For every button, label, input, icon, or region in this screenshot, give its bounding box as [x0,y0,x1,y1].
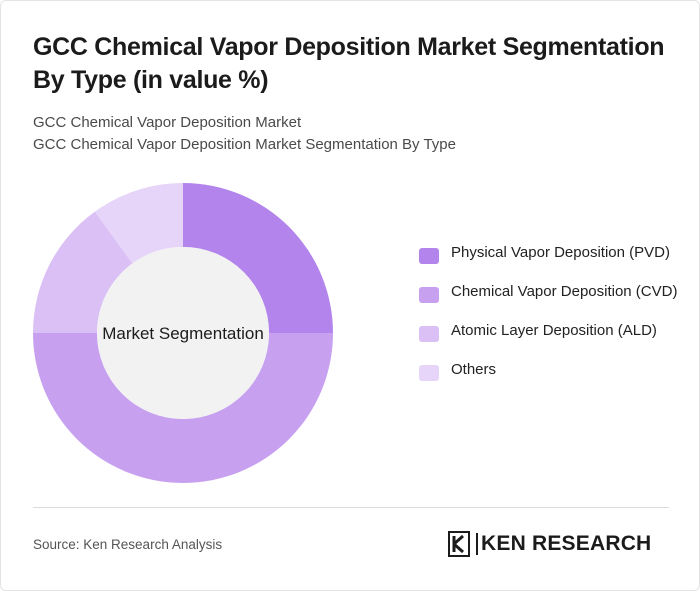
legend-item-chemical-vapor-deposition-cvd: Chemical Vapor Deposition (CVD) [419,281,689,303]
footer-divider [33,507,669,508]
legend-item-physical-vapor-deposition-pvd: Physical Vapor Deposition (PVD) [419,242,689,264]
legend-item-others: Others [419,359,689,381]
logo-separator [476,533,478,555]
donut-slice-chemical-vapor-deposition-cvd [33,333,333,483]
legend-swatch [419,248,439,264]
ken-research-logo-mark-icon [448,531,470,557]
legend-label: Chemical Vapor Deposition (CVD) [451,283,678,300]
legend-label: Atomic Layer Deposition (ALD) [451,322,657,339]
ken-research-logo: KEN RESEARCH [448,531,673,557]
logo-text: KEN RESEARCH [481,532,652,555]
legend-swatch [419,365,439,381]
donut-slice-atomic-layer-deposition-ald [33,211,133,333]
donut-slice-others [94,183,183,264]
legend-label: Others [451,361,497,378]
chart-subtitle-segmentation: GCC Chemical Vapor Deposition Market Seg… [33,136,456,153]
legend-swatch [419,287,439,303]
chart-subtitle-market: GCC Chemical Vapor Deposition Market [33,114,302,131]
donut-chart: Market Segmentation [33,183,333,483]
donut-center [97,247,269,419]
legend-swatch [419,326,439,342]
chart-legend: Physical Vapor Deposition (PVD) Chemical … [419,242,689,381]
legend-item-atomic-layer-deposition-ald: Atomic Layer Deposition (ALD) [419,320,689,342]
legend-label: Physical Vapor Deposition (PVD) [451,244,670,261]
chart-title: GCC Chemical Vapor Deposition Market Seg… [33,33,665,94]
donut-slice-physical-vapor-deposition-pvd [183,183,333,333]
source-note: Source: Ken Research Analysis [33,537,223,552]
donut-center-label: Market Segmentation [102,324,264,343]
